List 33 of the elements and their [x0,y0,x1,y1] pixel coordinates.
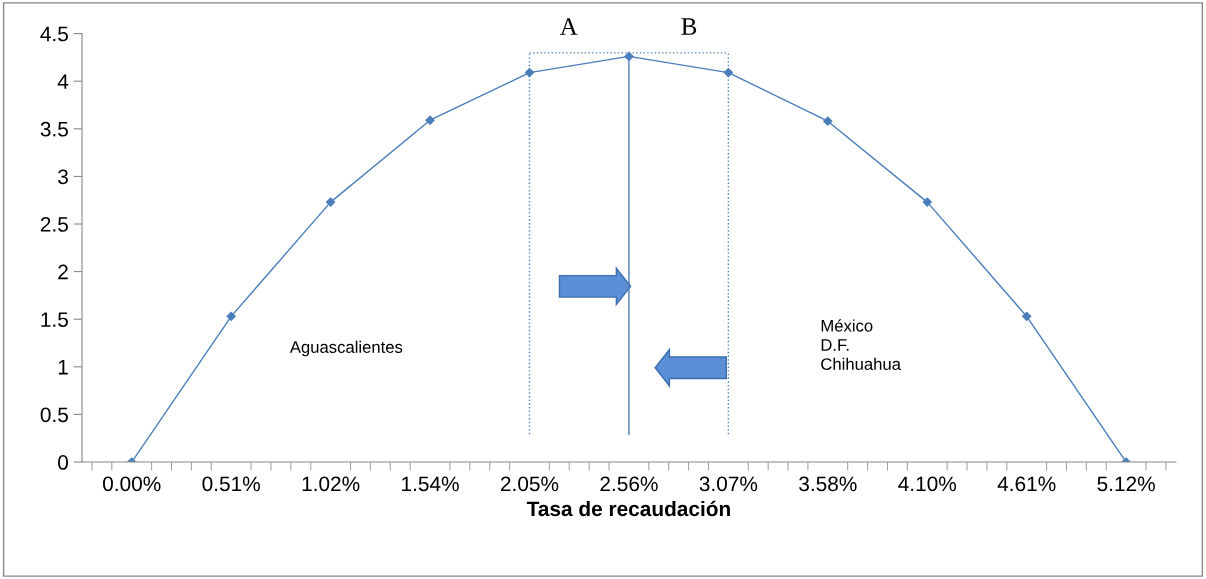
point [425,115,435,125]
y-tick-label: 1 [58,360,68,375]
y-tick-label: 3 [58,169,68,185]
y-tick-label: 4 [57,74,69,89]
y-tick-label: 3.5 [40,121,68,137]
x-tick-label: 1.54% [402,476,459,492]
x-tick-label: 4.10% [898,476,957,492]
x-tick-label: 5.12% [1097,476,1155,492]
annotation: Aguascalientes [289,340,403,357]
point [524,67,535,78]
annotation: A [559,18,578,35]
point [1022,311,1032,321]
y-tick-label: 0.5 [40,407,68,423]
point [325,197,336,207]
point [226,311,236,321]
point [823,116,833,126]
x-tick-label: 2.05% [501,476,559,492]
x-tick-label: 0.51% [202,476,260,492]
y-tick-label: 0 [58,455,68,470]
y-tick-label: 4.5 [40,26,68,42]
x-tick-label: 1.02% [302,476,360,492]
point [922,197,932,207]
y-tick-label: 2.5 [40,217,68,232]
annotation: B [681,18,697,35]
x-tick-label: 0.00% [103,476,161,492]
annotation: México D.F. Chihuahua [821,319,901,370]
y-tick-label: 2 [58,264,68,280]
x-tick-label: 2.56% [600,476,658,492]
x-tick-label: 4.61% [997,476,1056,492]
x-axis-title: Tasa de recaudación [526,500,730,517]
x-tick-label: 3.07% [699,476,758,492]
y-tick-label: 1.5 [41,312,68,327]
x-tick-label: 3.58% [799,476,857,492]
